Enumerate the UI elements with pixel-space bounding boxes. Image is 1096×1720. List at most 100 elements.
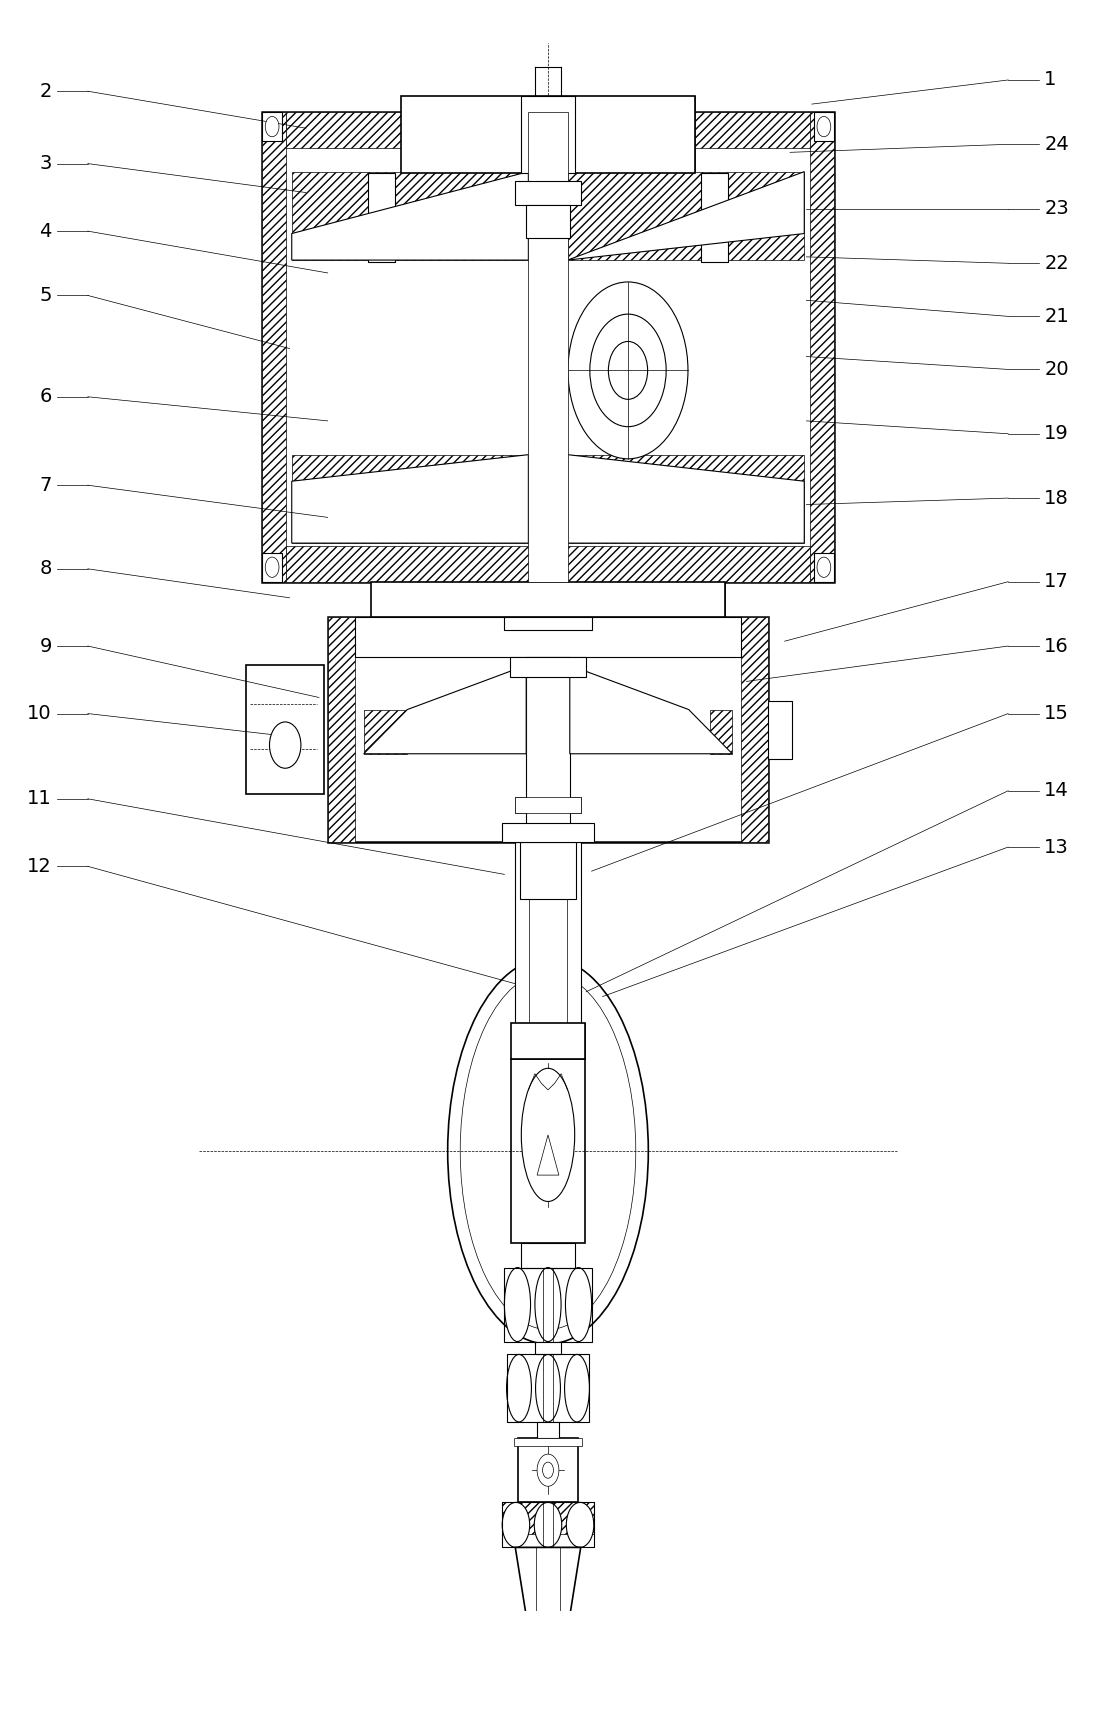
Bar xyxy=(510,657,586,676)
Bar xyxy=(262,112,282,141)
Text: 12: 12 xyxy=(27,857,52,875)
Bar xyxy=(506,1354,590,1422)
Text: 23: 23 xyxy=(1044,200,1069,218)
Circle shape xyxy=(265,557,279,578)
Bar xyxy=(401,96,532,174)
Text: 20: 20 xyxy=(1044,359,1069,378)
Bar xyxy=(292,172,528,260)
Ellipse shape xyxy=(567,1502,594,1548)
Bar xyxy=(515,796,581,814)
Bar xyxy=(504,617,592,630)
Bar xyxy=(511,1058,585,1244)
Bar xyxy=(521,1244,575,1268)
Circle shape xyxy=(590,315,666,427)
Text: 2: 2 xyxy=(39,83,52,101)
Bar xyxy=(502,1502,594,1534)
Polygon shape xyxy=(537,1135,559,1175)
Bar xyxy=(401,96,695,174)
Polygon shape xyxy=(568,172,804,260)
Bar xyxy=(292,454,528,544)
Text: 3: 3 xyxy=(39,155,52,174)
Bar xyxy=(814,552,834,581)
Bar xyxy=(286,112,810,148)
Bar xyxy=(741,617,768,843)
Ellipse shape xyxy=(522,1068,574,1202)
Bar xyxy=(502,1502,594,1548)
Text: 6: 6 xyxy=(39,387,52,406)
Text: 22: 22 xyxy=(1044,255,1069,273)
Bar xyxy=(515,843,529,1032)
Text: 24: 24 xyxy=(1044,134,1069,153)
Polygon shape xyxy=(537,1656,559,1720)
Text: 4: 4 xyxy=(39,222,52,241)
Ellipse shape xyxy=(534,1502,562,1548)
Ellipse shape xyxy=(502,1502,529,1548)
Circle shape xyxy=(817,117,831,136)
Bar xyxy=(548,1023,585,1058)
Bar xyxy=(520,843,576,898)
Text: 17: 17 xyxy=(1044,573,1069,592)
Bar xyxy=(520,843,548,898)
Bar xyxy=(511,1023,585,1058)
Bar xyxy=(710,710,732,753)
Bar xyxy=(286,547,810,581)
Bar xyxy=(694,581,724,617)
Bar xyxy=(246,666,270,748)
Circle shape xyxy=(537,1453,559,1486)
Bar xyxy=(521,96,575,174)
Text: 10: 10 xyxy=(27,703,52,722)
Bar xyxy=(328,617,355,843)
Bar xyxy=(537,1422,559,1438)
Ellipse shape xyxy=(536,1354,560,1422)
Text: 5: 5 xyxy=(39,286,52,304)
Ellipse shape xyxy=(564,1354,590,1422)
Text: 15: 15 xyxy=(1044,703,1069,722)
Text: 14: 14 xyxy=(1044,781,1069,800)
Ellipse shape xyxy=(535,1268,561,1342)
Circle shape xyxy=(543,1462,553,1477)
Bar xyxy=(502,822,594,843)
Text: 9: 9 xyxy=(39,636,52,655)
Bar xyxy=(368,174,396,261)
Bar xyxy=(515,796,548,814)
Bar xyxy=(768,700,792,759)
Ellipse shape xyxy=(506,1354,532,1422)
Polygon shape xyxy=(364,666,526,753)
Bar xyxy=(355,617,741,657)
Circle shape xyxy=(608,342,648,399)
Text: 13: 13 xyxy=(1044,838,1069,857)
Bar xyxy=(504,1268,592,1342)
Ellipse shape xyxy=(460,972,636,1330)
Bar xyxy=(328,617,768,843)
Bar xyxy=(548,796,581,814)
Bar xyxy=(514,1438,582,1447)
Bar xyxy=(364,710,408,753)
Polygon shape xyxy=(570,666,732,753)
Text: 8: 8 xyxy=(39,559,52,578)
Polygon shape xyxy=(292,454,528,544)
Bar xyxy=(511,1023,548,1058)
Bar xyxy=(355,617,741,657)
Ellipse shape xyxy=(566,1268,592,1342)
Text: 7: 7 xyxy=(39,476,52,495)
Bar xyxy=(368,174,396,261)
Circle shape xyxy=(817,557,831,578)
Bar xyxy=(548,843,576,898)
Circle shape xyxy=(265,117,279,136)
Bar xyxy=(526,205,570,237)
Bar xyxy=(810,112,834,581)
Bar xyxy=(372,581,724,617)
Bar xyxy=(529,843,567,1032)
Bar xyxy=(528,112,568,581)
Bar xyxy=(518,1438,578,1502)
Ellipse shape xyxy=(447,958,649,1343)
Bar xyxy=(515,843,581,1032)
Polygon shape xyxy=(515,1548,581,1656)
Bar xyxy=(700,174,728,261)
Bar xyxy=(372,581,402,617)
Polygon shape xyxy=(568,454,804,544)
Bar xyxy=(700,174,728,261)
Bar xyxy=(567,843,581,1032)
Bar xyxy=(535,1342,561,1354)
Text: 19: 19 xyxy=(1044,425,1069,444)
